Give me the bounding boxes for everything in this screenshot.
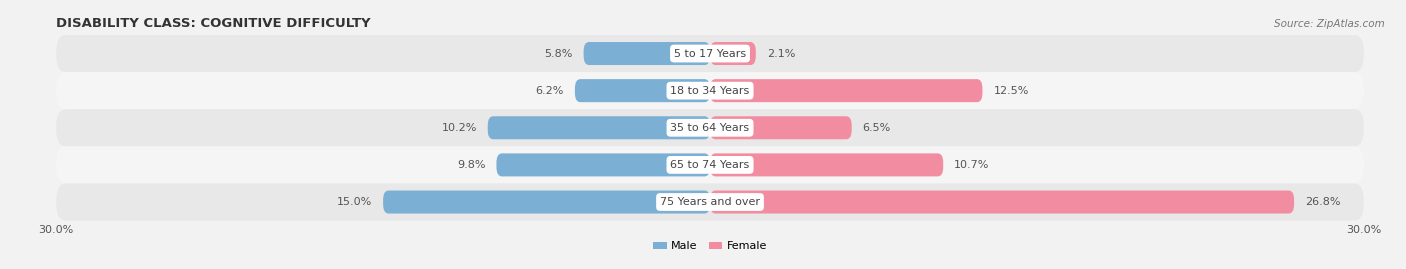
Text: 5 to 17 Years: 5 to 17 Years <box>673 48 747 59</box>
FancyBboxPatch shape <box>710 79 983 102</box>
Text: 15.0%: 15.0% <box>337 197 373 207</box>
FancyBboxPatch shape <box>488 116 710 139</box>
Text: DISABILITY CLASS: COGNITIVE DIFFICULTY: DISABILITY CLASS: COGNITIVE DIFFICULTY <box>56 17 371 30</box>
Legend: Male, Female: Male, Female <box>648 237 772 256</box>
Text: 65 to 74 Years: 65 to 74 Years <box>671 160 749 170</box>
FancyBboxPatch shape <box>710 190 1294 214</box>
Text: 6.5%: 6.5% <box>862 123 891 133</box>
Text: 35 to 64 Years: 35 to 64 Years <box>671 123 749 133</box>
FancyBboxPatch shape <box>575 79 710 102</box>
FancyBboxPatch shape <box>56 109 1364 146</box>
Text: 18 to 34 Years: 18 to 34 Years <box>671 86 749 96</box>
Text: 6.2%: 6.2% <box>536 86 564 96</box>
FancyBboxPatch shape <box>710 153 943 176</box>
Text: 75 Years and over: 75 Years and over <box>659 197 761 207</box>
Text: 2.1%: 2.1% <box>766 48 794 59</box>
FancyBboxPatch shape <box>710 116 852 139</box>
Text: Source: ZipAtlas.com: Source: ZipAtlas.com <box>1274 19 1385 29</box>
FancyBboxPatch shape <box>56 35 1364 72</box>
FancyBboxPatch shape <box>56 183 1364 221</box>
Text: 10.7%: 10.7% <box>955 160 990 170</box>
FancyBboxPatch shape <box>56 72 1364 109</box>
FancyBboxPatch shape <box>583 42 710 65</box>
FancyBboxPatch shape <box>56 146 1364 183</box>
Text: 9.8%: 9.8% <box>457 160 485 170</box>
FancyBboxPatch shape <box>496 153 710 176</box>
Text: 10.2%: 10.2% <box>441 123 477 133</box>
Text: 12.5%: 12.5% <box>993 86 1029 96</box>
Text: 26.8%: 26.8% <box>1305 197 1340 207</box>
FancyBboxPatch shape <box>710 42 756 65</box>
FancyBboxPatch shape <box>382 190 710 214</box>
Text: 5.8%: 5.8% <box>544 48 572 59</box>
